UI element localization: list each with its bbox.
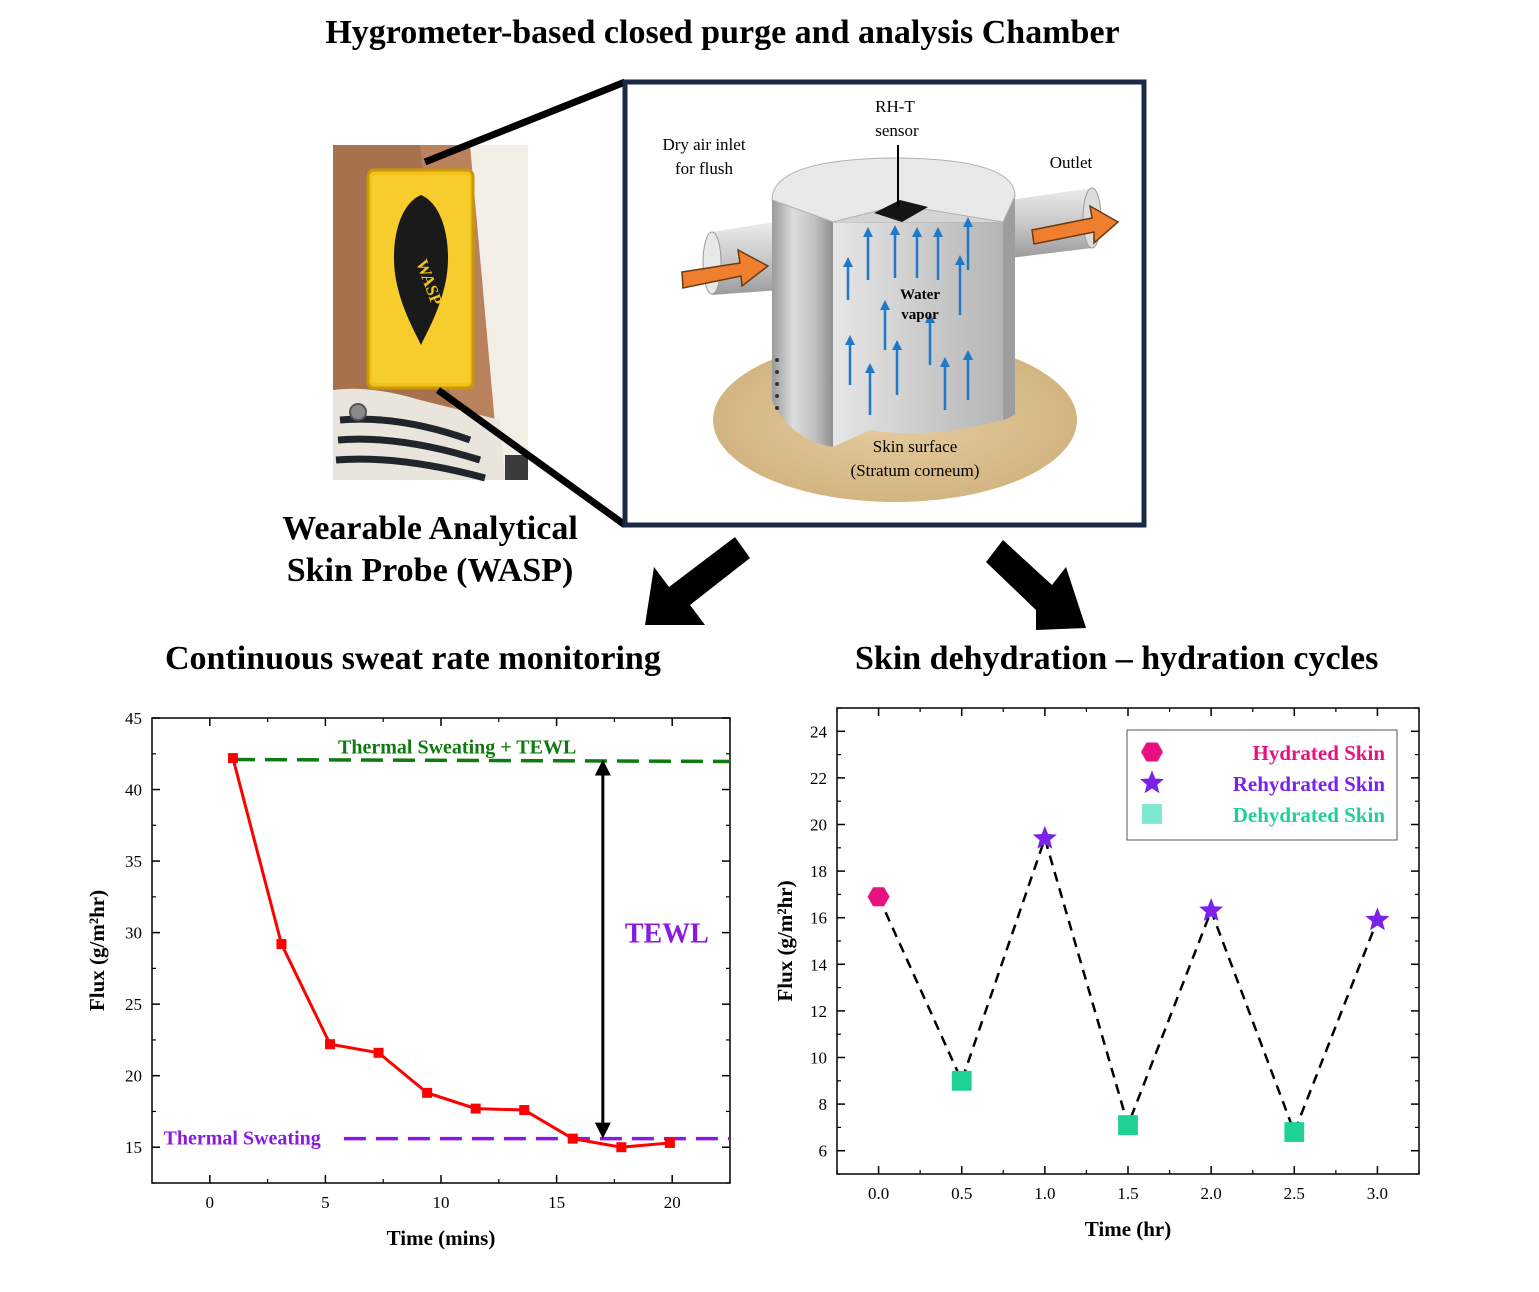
x-tick-label: 0.5 (951, 1184, 972, 1203)
x-tick-label: 20 (664, 1193, 681, 1212)
y-axis-label: Flux (g/m²hr) (85, 890, 109, 1011)
sensor-label-line-2: sensor (875, 121, 919, 140)
data-point-square (1118, 1115, 1138, 1135)
surface-label-line-2: (Stratum corneum) (851, 461, 980, 480)
y-tick-label: 14 (810, 955, 828, 974)
x-tick-label: 1.5 (1117, 1184, 1138, 1203)
data-point (519, 1105, 530, 1116)
water-vapor-arrows (843, 217, 973, 415)
wasp-title-line-1: Wearable Analytical (282, 510, 578, 547)
x-tick-label: 5 (321, 1193, 330, 1212)
x-tick-label: 15 (548, 1193, 565, 1212)
tewl-label: TEWL (625, 919, 709, 950)
data-point (616, 1142, 627, 1153)
y-tick-label: 35 (125, 852, 142, 871)
y-tick-label: 8 (819, 1095, 828, 1114)
data-point (422, 1087, 433, 1098)
inlet-label-line-1: Dry air inlet (662, 135, 745, 154)
vapor-label-line-1: Water (900, 287, 940, 303)
x-tick-label: 2.5 (1284, 1184, 1305, 1203)
data-point-star (1365, 907, 1390, 931)
main-title: Hygrometer-based closed purge and analys… (325, 14, 1120, 51)
data-point (227, 753, 238, 764)
y-tick-label: 6 (819, 1142, 828, 1161)
x-axis-label: Time (hr) (1085, 1217, 1172, 1241)
tewl-arrow-head-bottom (594, 1122, 611, 1139)
vapor-label-line-2: vapor (901, 307, 939, 323)
zoom-line-bottom (435, 387, 628, 528)
sweat-rate-chart: 0 5 10 15 20 15 20 25 30 35 40 45 Thermal Sweating … (85, 709, 731, 1250)
data-point (325, 1039, 336, 1050)
y-tick-label: 24 (810, 722, 828, 741)
y-tick-label: 45 (125, 709, 142, 728)
arrow-to-hydration-chart (986, 540, 1086, 630)
y-tick-label: 16 (810, 909, 827, 928)
arrow-to-sweat-chart (645, 537, 750, 625)
data-point (470, 1103, 481, 1114)
x-tick-label: 1.0 (1034, 1184, 1055, 1203)
legend-label: Rehydrated Skin (1233, 772, 1386, 796)
legend-marker-hexagon (1141, 742, 1163, 762)
y-tick-label: 30 (125, 924, 142, 943)
data-point (567, 1133, 578, 1144)
legend-label: Hydrated Skin (1253, 741, 1386, 765)
legend-label: Dehydrated Skin (1233, 803, 1386, 827)
reference-label-thermal-sweating: Thermal Sweating (164, 1128, 321, 1150)
y-tick-label: 25 (125, 995, 142, 1014)
y-tick-label: 18 (810, 862, 827, 881)
y-tick-label: 22 (810, 769, 827, 788)
y-tick-label: 10 (810, 1049, 827, 1068)
x-tick-label: 3.0 (1367, 1184, 1388, 1203)
y-tick-label: 15 (125, 1138, 142, 1157)
sweat-rate-heading: Continuous sweat rate monitoring (165, 640, 661, 677)
tewl-arrow-head-top (594, 759, 611, 776)
hydration-cycles-chart: 0.0 0.5 1.0 1.5 2.0 2.5 3.0681012141618202224 … (773, 707, 1420, 1241)
wasp-title: Wearable Analytical Skin Probe (WASP) (240, 508, 620, 592)
inlet-flow-arrow (681, 248, 770, 289)
x-tick-label: 10 (433, 1193, 450, 1212)
inlet-label-line-2: for flush (675, 159, 734, 178)
legend-box (1126, 729, 1398, 841)
dehydration-heading: Skin dehydration – hydration cycles (855, 640, 1379, 677)
x-tick-label: 0.0 (868, 1184, 889, 1203)
top-illustration: WASP (333, 78, 1147, 630)
x-axis-label: Time (mins) (387, 1226, 496, 1250)
plot-frame (151, 717, 731, 1184)
outlet-label: Outlet (1050, 153, 1093, 172)
legend-marker-star (1139, 770, 1165, 794)
rh-t-sensor (874, 200, 928, 222)
data-point (276, 939, 287, 950)
wasp-device-photo: WASP (333, 145, 528, 482)
x-tick-label: 0 (206, 1193, 215, 1212)
legend-marker-square (1142, 804, 1162, 824)
zoom-line-top (423, 78, 627, 166)
outlet-flow-arrow (1031, 204, 1120, 245)
data-point-star (1032, 825, 1057, 849)
data-point (664, 1137, 675, 1148)
y-axis-label: Flux (g/m²hr) (773, 880, 797, 1001)
surface-label-line-1: Skin surface (873, 437, 958, 456)
y-tick-label: 12 (810, 1002, 827, 1021)
wasp-title-line-2: Skin Probe (WASP) (286, 552, 574, 589)
data-point-hexagon (867, 887, 890, 907)
x-tick-label: 2.0 (1201, 1184, 1222, 1203)
reference-line-thermal-sweating-tewl (232, 757, 731, 764)
data-point-square (1284, 1122, 1305, 1142)
reference-label-thermal-sweating-tewl: Thermal Sweating + TEWL (338, 736, 576, 758)
data-point (373, 1047, 384, 1058)
data-point-square (951, 1070, 972, 1091)
y-tick-label: 40 (125, 781, 142, 800)
data-point-star (1199, 898, 1224, 921)
legend: Hydrated Skin Rehydrated Skin Dehydrated S… (1126, 729, 1398, 841)
y-tick-label: 20 (125, 1067, 142, 1086)
sensor-label-line-1: RH-T (875, 97, 915, 116)
y-tick-label: 20 (810, 816, 827, 835)
series-line (231, 757, 671, 1149)
chamber-illustration (681, 145, 1120, 502)
